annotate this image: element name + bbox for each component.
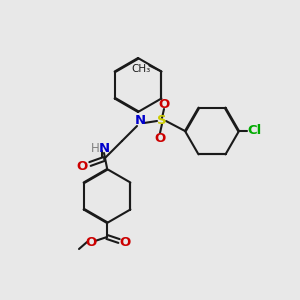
- Text: S: S: [157, 115, 167, 128]
- Text: CH₃: CH₃: [132, 64, 151, 74]
- Text: O: O: [154, 131, 166, 145]
- Text: O: O: [158, 98, 169, 110]
- Text: H: H: [91, 142, 99, 154]
- Text: O: O: [76, 160, 88, 172]
- Text: O: O: [119, 236, 130, 248]
- Text: N: N: [98, 142, 110, 154]
- Text: O: O: [85, 236, 97, 248]
- Text: Cl: Cl: [248, 124, 262, 137]
- Text: N: N: [134, 113, 146, 127]
